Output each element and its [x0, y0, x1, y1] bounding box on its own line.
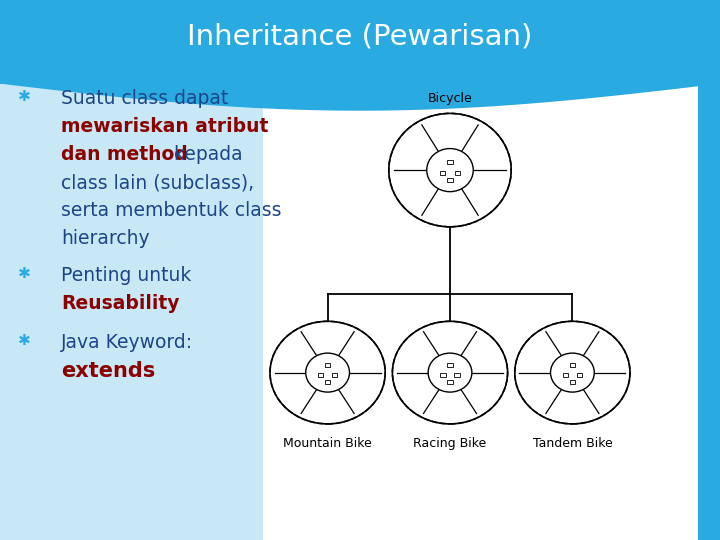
Text: Reusability: Reusability	[61, 294, 180, 313]
Bar	[325, 363, 330, 367]
Text: Suatu class dapat: Suatu class dapat	[61, 89, 228, 108]
Text: Racing Bike: Racing Bike	[413, 437, 487, 450]
Bar	[332, 373, 337, 377]
Bar	[0, 0, 720, 84]
Text: Mountain Bike: Mountain Bike	[283, 437, 372, 450]
Ellipse shape	[428, 353, 472, 392]
Text: Penting untuk: Penting untuk	[61, 266, 192, 285]
Text: extends: extends	[61, 361, 156, 381]
Polygon shape	[0, 0, 720, 111]
Bar	[563, 373, 568, 377]
Ellipse shape	[427, 148, 473, 192]
Ellipse shape	[389, 113, 511, 227]
Text: dan method: dan method	[61, 145, 188, 164]
Text: serta membentuk class: serta membentuk class	[61, 201, 282, 220]
Ellipse shape	[515, 321, 630, 424]
Text: mewariskan atribut: mewariskan atribut	[61, 117, 269, 136]
Bar	[447, 380, 453, 384]
Bar	[447, 159, 453, 164]
Text: ✱: ✱	[18, 333, 31, 348]
Bar	[570, 363, 575, 367]
Bar	[698, 84, 720, 540]
Ellipse shape	[551, 353, 594, 392]
Ellipse shape	[270, 321, 385, 424]
Bar	[570, 380, 575, 384]
Bar	[454, 373, 459, 377]
Ellipse shape	[306, 353, 349, 392]
Bar	[263, 84, 698, 540]
Text: Inheritance (Pewarisan): Inheritance (Pewarisan)	[187, 23, 533, 50]
Bar	[447, 178, 453, 183]
Text: hierarchy: hierarchy	[61, 230, 150, 248]
Ellipse shape	[392, 321, 508, 424]
Text: ✱: ✱	[18, 266, 31, 281]
Text: kepada: kepada	[168, 145, 243, 164]
Bar	[454, 171, 460, 175]
Text: ✱: ✱	[18, 89, 31, 104]
Bar	[325, 380, 330, 384]
Bar	[447, 363, 453, 367]
Text: Java Keyword:: Java Keyword:	[61, 333, 194, 353]
Text: Bicycle: Bicycle	[428, 92, 472, 105]
Text: Tandem Bike: Tandem Bike	[533, 437, 612, 450]
Bar	[440, 171, 446, 175]
Bar	[441, 373, 446, 377]
Text: class lain (subclass),: class lain (subclass),	[61, 173, 254, 192]
Bar	[318, 373, 323, 377]
Bar	[577, 373, 582, 377]
